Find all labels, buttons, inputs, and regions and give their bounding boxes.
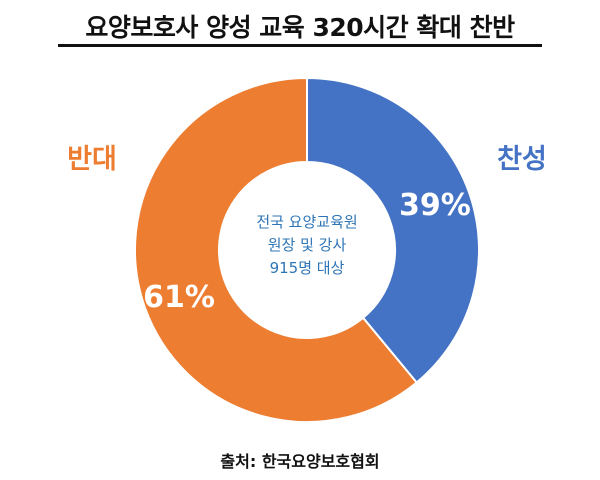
center-text-line: 원장 및 강사 — [268, 236, 347, 254]
category-label-반대: 반대 — [67, 144, 117, 175]
center-text: 전국 요양교육원 원장 및 강사 915명 대상 — [256, 213, 357, 277]
center-text-line: 915명 대상 — [270, 259, 345, 277]
chart-title: 요양보호사 양성 교육 320시간 확대 찬반 — [85, 13, 515, 42]
source-note: 출처: 한국요양보호협회 — [220, 452, 380, 471]
title-underline — [58, 44, 542, 47]
data-label-반대: 61% — [143, 280, 215, 315]
category-label-찬성: 찬성 — [497, 144, 547, 175]
donut-slice-찬성 — [306, 76, 480, 384]
data-label-찬성: 39% — [399, 188, 471, 223]
center-text-line: 전국 요양교육원 — [256, 213, 357, 231]
donut-slice-반대 — [134, 76, 419, 423]
